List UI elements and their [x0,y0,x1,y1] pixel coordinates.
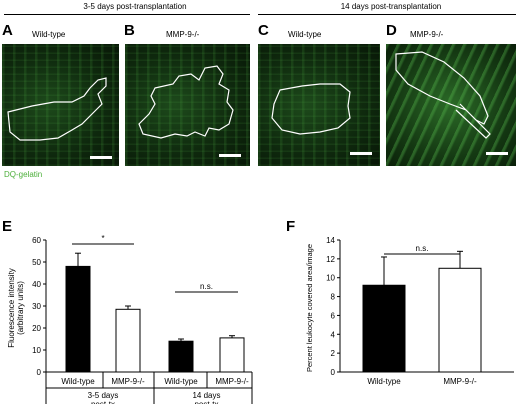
chart-f-y-tick-label: 14 [326,236,335,245]
chart-e-bar [65,265,91,373]
micrograph-a [2,44,119,166]
chart-f-y-tick-label: 2 [331,349,336,358]
chart-f-y-tick-label: 4 [331,330,336,339]
lesion-outline-d [395,51,508,155]
micrograph-c [258,44,380,166]
chart-f-ylabel: Percent leukocyte covered area/image [305,244,314,372]
panel-title-a: Wild-type [32,30,66,39]
chart-f-y-tick-label: 8 [331,293,336,302]
panel-title-b: MMP-9-/- [166,30,200,39]
chart-e-group-label: post-tx [91,400,115,404]
group-header-line-2 [258,14,516,15]
chart-e-ylabel-line-2: (arbitrary units) [16,281,25,335]
chart-f-category-label: MMP-9-/- [443,377,477,386]
micrograph-b [125,44,250,166]
group-header-3-5-days: 3-5 days post-transplantation [83,2,187,11]
chart-e-y-tick-label: 30 [32,302,41,311]
chart-f-y-tick-label: 12 [326,255,335,264]
chart-f: Percent leukocyte covered area/image 0 2 4… [305,236,514,386]
stain-label: DQ-gelatin [4,170,43,179]
chart-e-category-label: Wild-type [164,377,198,386]
chart-e-y-tick-label: 0 [37,368,42,377]
panel-letter-b: B [124,22,135,39]
panel-letter-c: C [258,22,269,39]
chart-e-y-tick-label: 20 [32,324,41,333]
chart-e-group-label: post-tx [194,400,218,404]
panel-letter-d: D [386,22,397,39]
chart-e-bar [168,340,194,373]
chart-e-category-label: Wild-type [61,377,95,386]
chart-e-bar [219,337,245,373]
chart-e-ylabel-line-1: Fluorescence intensity [7,268,16,348]
group-header-14-days: 14 days post-transplantation [340,2,442,11]
chart-e-y-tick-label: 40 [32,280,41,289]
chart-e-bar [115,308,141,373]
chart-f-bar [438,267,482,373]
chart-e-category-label: MMP-9-/- [111,377,145,386]
chart-e-group-label: 3-5 days [88,391,119,400]
lesion-outline-b [138,65,241,157]
panel-letter-e: E [2,218,13,235]
chart-f-category-label: Wild-type [367,377,401,386]
lesion-outline-c [271,83,372,155]
chart-e-y-tick-label: 60 [32,236,41,245]
lesion-outline-a [7,77,112,159]
chart-f-y-tick-label: 0 [331,368,336,377]
chart-e-y-tick-label: 50 [32,258,41,267]
chart-f-bar [362,284,406,373]
chart-e-significance-label: * [101,234,104,243]
micrograph-d [386,44,516,166]
chart-e-category-label: MMP-9-/- [215,377,249,386]
panel-title-c: Wild-type [288,30,322,39]
chart-f-significance-label: n.s. [416,244,429,253]
chart-e-significance-label: n.s. [200,282,213,291]
panel-title-d: MMP-9-/- [410,30,444,39]
chart-e-y-tick-label: 10 [32,346,41,355]
chart-f-y-tick-label: 6 [331,311,336,320]
chart-e: Fluorescence intensity (arbitrary units)… [7,234,253,404]
chart-e-group-label: 14 days [192,391,220,400]
panel-letter-a: A [2,22,13,39]
panel-letter-f: F [286,218,296,235]
group-header-line-1 [4,14,250,15]
chart-f-y-tick-label: 10 [326,274,335,283]
